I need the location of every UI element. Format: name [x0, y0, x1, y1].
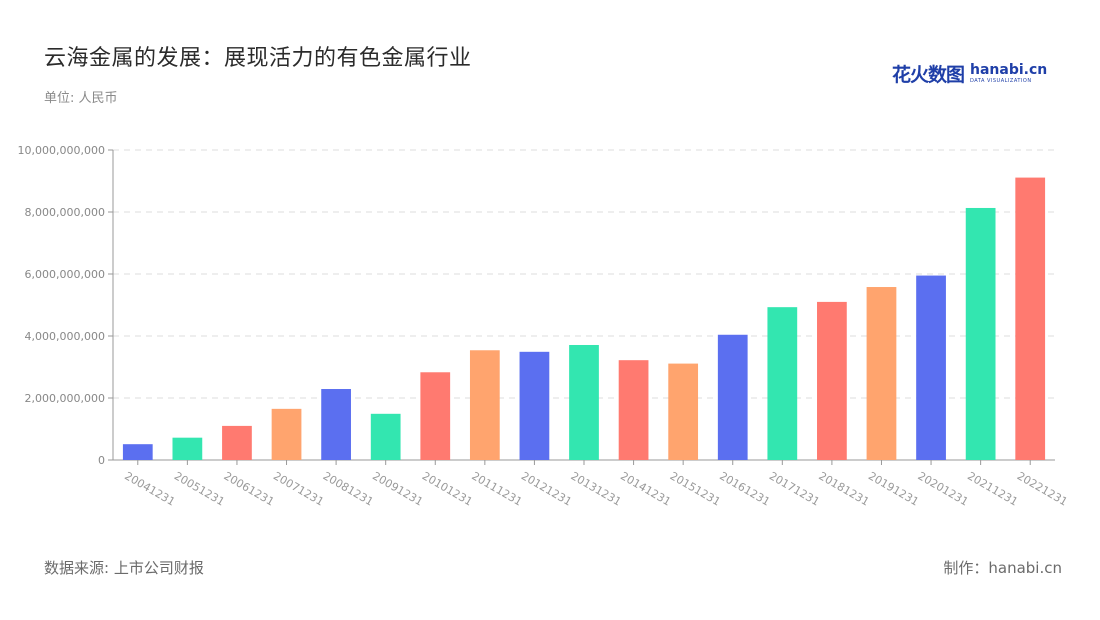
bar — [222, 425, 252, 460]
y-tick-label: 10,000,000,000 — [18, 144, 105, 157]
bar — [916, 275, 946, 460]
bar — [172, 437, 203, 460]
bar — [469, 350, 500, 460]
x-tick-label: 20121231 — [519, 469, 574, 508]
chart-title: 云海金属的发展：展现活力的有色金属行业 — [44, 46, 472, 71]
bar — [618, 360, 649, 460]
bar — [817, 301, 847, 460]
bar — [271, 408, 302, 460]
bar — [717, 334, 748, 460]
y-tick-label: 6,000,000,000 — [25, 268, 105, 281]
y-tick-label: 0 — [98, 454, 105, 467]
x-tick-label: 20161231 — [717, 469, 772, 508]
logo-cn-text: 花火数图 — [892, 63, 965, 86]
bar — [668, 363, 699, 460]
x-tick-label: 20181231 — [816, 469, 871, 508]
data-source: 数据来源: 上市公司财报 — [44, 559, 204, 577]
bar — [1015, 177, 1046, 460]
x-tick-label: 20191231 — [866, 469, 921, 508]
bar — [122, 444, 153, 460]
x-tick-label: 20221231 — [1015, 469, 1070, 508]
logo-en-block: hanabi.cn DATA VISUALIZATION — [970, 63, 1047, 84]
bar — [370, 413, 401, 460]
bar — [569, 344, 599, 460]
x-tick-label: 20201231 — [916, 469, 971, 508]
bar — [321, 389, 351, 460]
x-tick-label: 20171231 — [767, 469, 822, 508]
bar — [866, 287, 897, 460]
y-tick-label: 8,000,000,000 — [25, 206, 105, 219]
bar — [420, 372, 451, 460]
brand-logo: 花火数图 hanabi.cn DATA VISUALIZATION — [892, 60, 1047, 86]
x-tick-label: 20051231 — [172, 469, 227, 508]
x-tick-label: 20091231 — [370, 469, 425, 508]
logo-en-text: hanabi.cn — [970, 61, 1048, 78]
x-tick-label: 20061231 — [221, 469, 276, 508]
x-tick-label: 20041231 — [122, 469, 177, 508]
y-tick-label: 4,000,000,000 — [25, 330, 105, 343]
bar — [767, 307, 798, 460]
x-tick-label: 20101231 — [420, 469, 475, 508]
x-tick-label: 20081231 — [321, 469, 376, 508]
x-tick-label: 20131231 — [569, 469, 624, 508]
unit-label: 单位: 人民币 — [44, 91, 118, 106]
bar — [965, 207, 996, 460]
logo-sub-text: DATA VISUALIZATION — [970, 77, 1032, 84]
y-tick-label: 2,000,000,000 — [25, 392, 105, 405]
x-tick-label: 20211231 — [965, 469, 1020, 508]
x-tick-label: 20111231 — [469, 469, 524, 508]
x-tick-label: 20071231 — [271, 469, 326, 508]
credit-label: 制作：hanabi.cn — [943, 559, 1062, 577]
x-tick-label: 20151231 — [668, 469, 723, 508]
x-tick-label: 20141231 — [618, 469, 673, 508]
bar — [519, 351, 550, 460]
